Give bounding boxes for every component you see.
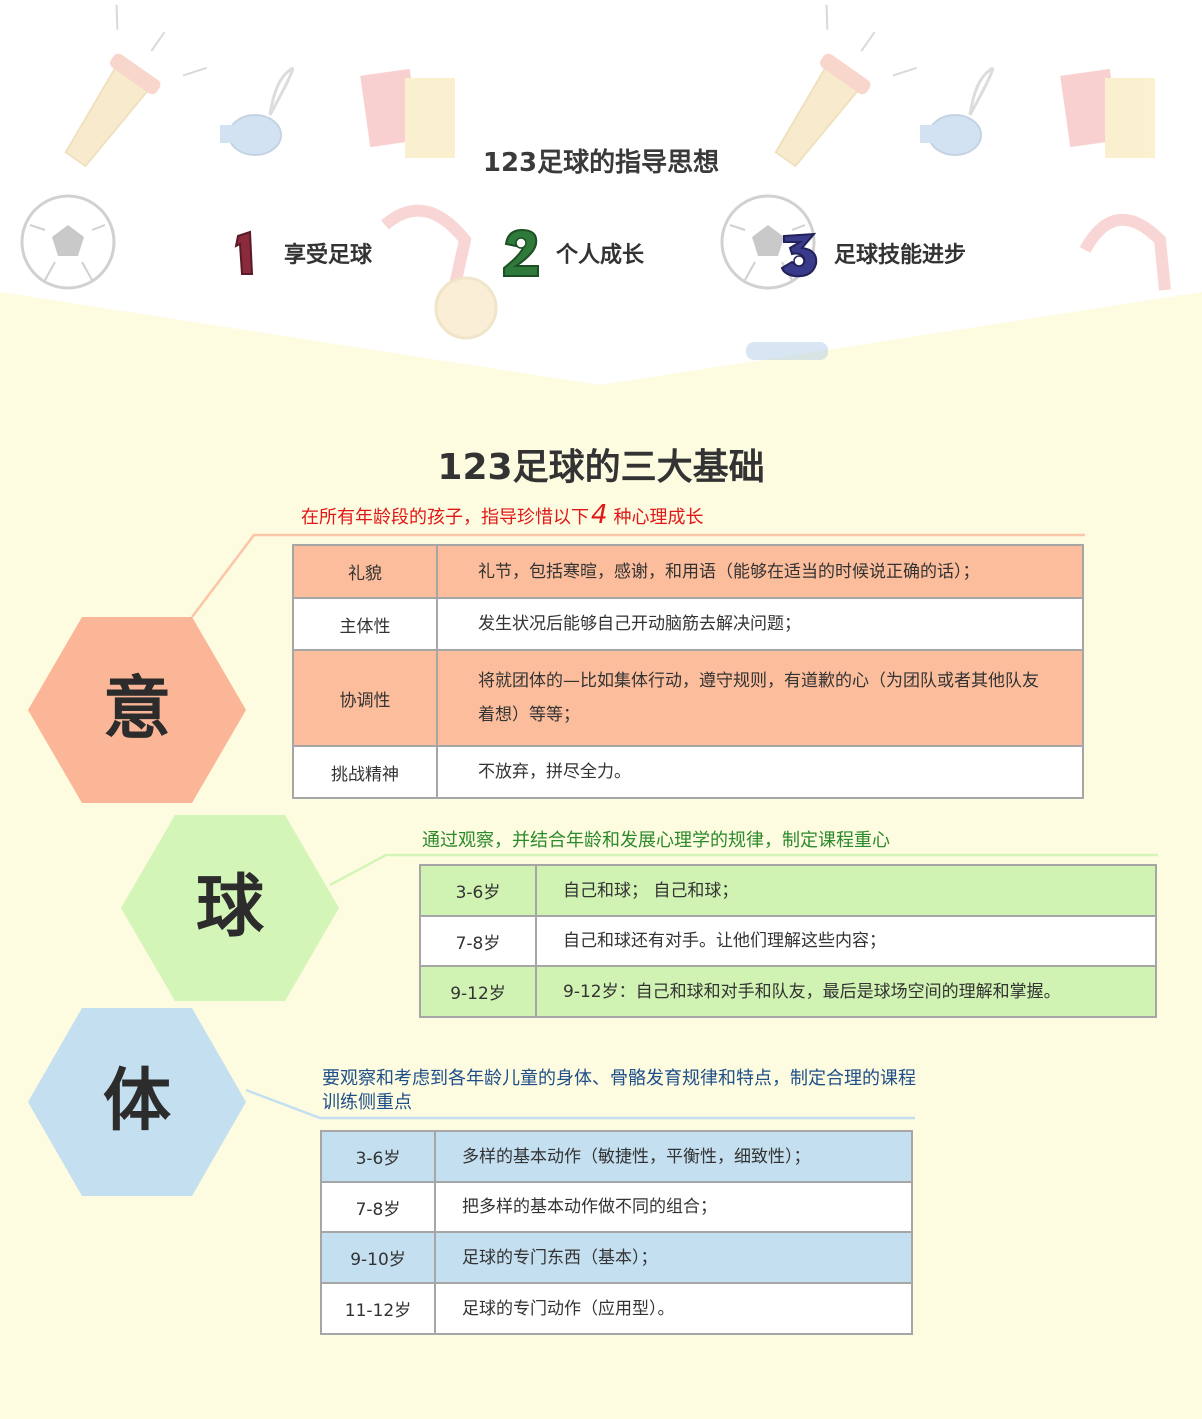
connector-line-ti: [245, 1088, 915, 1120]
principle-label: 享受足球: [284, 243, 373, 268]
hexagon-yi-label: 意: [102, 670, 171, 749]
table-row: 7-8岁 自己和球还有对手。让他们理解这些内容；: [419, 915, 1157, 967]
number-three-icon: [780, 232, 818, 278]
football-icon: [20, 194, 116, 290]
hexagon-yi: [28, 617, 246, 803]
whistle-icon: [220, 67, 294, 156]
yi-table: 礼貌 礼节，包括寒暄，感谢，和用语（能够在适当的时候说正确的话）； 主体性 发生…: [292, 544, 1084, 799]
table-cell-label: 9-10岁: [320, 1231, 436, 1284]
yi-subtitle-number: 4: [591, 500, 608, 530]
boot-icon: [746, 342, 828, 360]
yi-subtitle-pre: 在所有年龄段的孩子，指导珍惜以下: [301, 507, 589, 528]
table-row: 挑战精神 不放弃，拼尽全力。: [292, 745, 1084, 799]
three-foundations-title: 123足球的三大基础: [437, 447, 765, 488]
table-cell-content: 足球的专门动作（应用型）。: [434, 1282, 913, 1335]
table-cell-label: 7-8岁: [320, 1181, 436, 1233]
yi-subtitle: 在所有年龄段的孩子，指导珍惜以下4 种心理成长: [301, 500, 704, 530]
principle-enjoy: 享受足球: [228, 228, 372, 278]
whistle-icon: [920, 67, 994, 156]
ti-subtitle: 要观察和考虑到各年龄儿童的身体、骨骼发育规律和特点，制定合理的课程训练侧重点: [322, 1068, 916, 1113]
table-cell-label: 9-12岁: [419, 965, 537, 1018]
table-cell-content: 不放弃，拼尽全力。: [436, 745, 1084, 799]
table-row: 11-12岁 足球的专门动作（应用型）。: [320, 1282, 913, 1335]
referee-cards-icon: [360, 68, 455, 158]
table-row: 主体性 发生状况后能够自己开动脑筋去解决问题；: [292, 597, 1084, 651]
principle-growth: 个人成长: [500, 228, 644, 278]
referee-cards-icon: [1060, 68, 1155, 158]
table-cell-label: 挑战精神: [292, 745, 438, 799]
qiu-subtitle: 通过观察，并结合年龄和发展心理学的规律，制定课程重心: [422, 830, 890, 851]
table-cell-content: 发生状况后能够自己开动脑筋去解决问题；: [436, 597, 1084, 651]
yi-subtitle-post: 种心理成长: [613, 507, 704, 528]
table-cell-content: 9-12岁：自己和球和对手和队友，最后是球场空间的理解和掌握。: [535, 965, 1157, 1018]
connector-line-qiu: [329, 853, 1158, 887]
hexagon-qiu: [121, 815, 339, 1001]
table-row: 礼貌 礼节，包括寒暄，感谢，和用语（能够在适当的时候说正确的话）；: [292, 544, 1084, 599]
principle-label: 足球技能进步: [834, 243, 967, 268]
hexagon-qiu-label: 球: [195, 868, 264, 947]
connector-line-yi: [191, 533, 1085, 618]
table-cell-label: 7-8岁: [419, 915, 537, 967]
table-row: 9-10岁 足球的专门东西（基本）；: [320, 1231, 913, 1284]
table-cell-content: 足球的专门东西（基本）；: [434, 1231, 913, 1284]
table-cell-content: 多样的基本动作（敏捷性，平衡性，细致性）；: [434, 1130, 913, 1183]
table-cell-label: 11-12岁: [320, 1282, 436, 1335]
megaphone-icon: [774, 4, 917, 168]
table-cell-label: 3-6岁: [419, 864, 537, 917]
guiding-thoughts-title: 123足球的指导思想: [482, 148, 720, 178]
table-cell-content: 礼节，包括寒暄，感谢，和用语（能够在适当的时候说正确的话）；: [436, 544, 1084, 599]
table-row: 协调性 将就团体的—比如集体行动，遵守规则，有道歉的心（为团队或者其他队友着想）…: [292, 649, 1084, 747]
table-cell-label: 协调性: [292, 649, 438, 747]
principle-skills: 足球技能进步: [778, 228, 966, 278]
ti-table: 3-6岁 多样的基本动作（敏捷性，平衡性，细致性）； 7-8岁 把多样的基本动作…: [320, 1130, 913, 1335]
table-row: 7-8岁 把多样的基本动作做不同的组合；: [320, 1181, 913, 1233]
number-two-icon: [503, 228, 539, 277]
medal-icon: [381, 204, 498, 340]
megaphone-icon: [64, 4, 207, 168]
principle-label: 个人成长: [556, 243, 645, 268]
table-row: 9-12岁 9-12岁：自己和球和对手和队友，最后是球场空间的理解和掌握。: [419, 965, 1157, 1018]
hexagon-ti-label: 体: [102, 1062, 171, 1141]
table-cell-content: 把多样的基本动作做不同的组合；: [434, 1181, 913, 1233]
table-row: 3-6岁 自己和球； 自己和球；: [419, 864, 1157, 917]
qiu-table: 3-6岁 自己和球； 自己和球； 7-8岁 自己和球还有对手。让他们理解这些内容…: [419, 864, 1157, 1018]
table-cell-label: 主体性: [292, 597, 438, 651]
number-one-icon: [234, 230, 254, 275]
table-row: 3-6岁 多样的基本动作（敏捷性，平衡性，细致性）；: [320, 1130, 913, 1183]
table-cell-content: 将就团体的—比如集体行动，遵守规则，有道歉的心（为团队或者其他队友着想）等等；: [436, 649, 1084, 747]
hexagon-ti: [28, 1008, 246, 1196]
table-cell-label: 3-6岁: [320, 1130, 436, 1183]
table-cell-content: 自己和球还有对手。让他们理解这些内容；: [535, 915, 1157, 967]
table-cell-label: 礼貌: [292, 544, 438, 599]
table-cell-content: 自己和球； 自己和球；: [535, 864, 1157, 917]
medal-icon: [1079, 213, 1171, 291]
